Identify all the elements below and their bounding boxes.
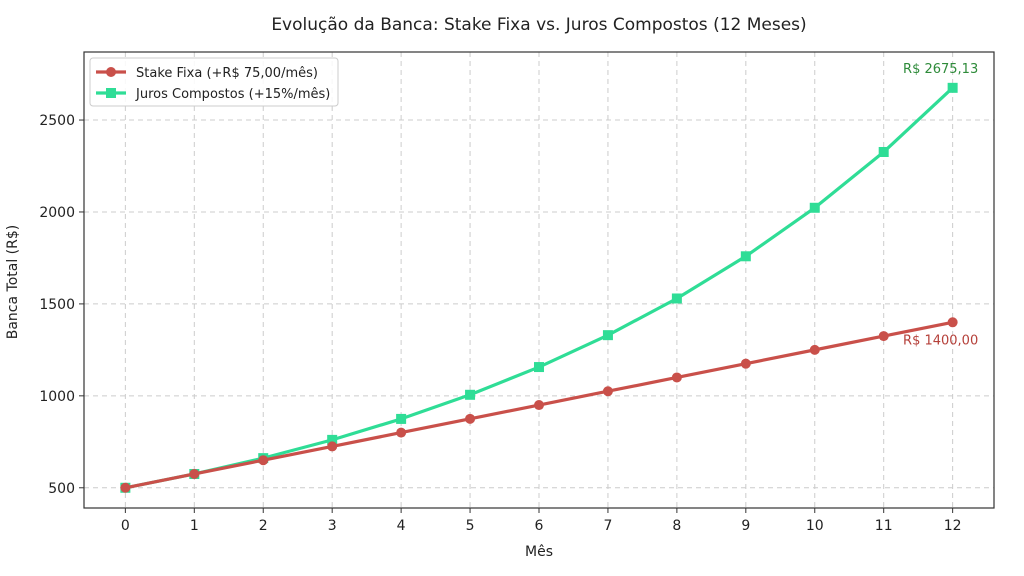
data-point	[809, 202, 820, 213]
x-tick-label: 2	[259, 518, 268, 534]
annotation-label: R$ 1400,00	[903, 333, 978, 348]
data-point	[602, 386, 613, 397]
data-point	[947, 82, 958, 93]
x-tick-label: 3	[328, 518, 337, 534]
x-tick-label: 1	[190, 518, 199, 534]
data-point	[396, 413, 407, 424]
x-axis-label: Mês	[525, 544, 553, 560]
data-point	[740, 358, 751, 369]
data-point	[602, 330, 613, 341]
x-tick-label: 7	[603, 518, 612, 534]
x-tick-label: 11	[875, 518, 893, 534]
annotation-label: R$ 2675,13	[903, 62, 978, 77]
data-point	[534, 362, 544, 373]
data-point	[465, 389, 476, 400]
data-point	[671, 372, 682, 383]
x-tick-label: 10	[806, 518, 824, 534]
data-point	[396, 427, 407, 438]
data-point	[878, 146, 889, 157]
y-tick-label: 1000	[39, 389, 75, 405]
data-point	[947, 317, 958, 328]
x-tick-label: 12	[944, 518, 962, 534]
x-tick-label: 9	[741, 518, 750, 534]
chart-title: Evolução da Banca: Stake Fixa vs. Juros …	[271, 15, 806, 35]
data-point	[258, 455, 269, 466]
legend-marker	[106, 67, 116, 77]
legend-box	[89, 57, 339, 107]
series-layer	[120, 82, 958, 493]
legend-marker	[106, 88, 116, 98]
grid	[84, 52, 994, 508]
x-tick-label: 0	[121, 518, 130, 534]
series-stake-fixa	[120, 317, 958, 493]
data-point	[809, 344, 820, 355]
data-point	[189, 468, 200, 479]
data-point	[671, 293, 682, 304]
x-tick-label: 4	[397, 518, 406, 534]
data-point	[740, 251, 751, 262]
y-tick-label: 1500	[39, 297, 75, 313]
y-tick-label: 500	[48, 481, 75, 497]
y-tick-label: 2000	[39, 205, 75, 221]
y-axis-label: Banca Total (R$)	[5, 225, 21, 340]
legend-label: Stake Fixa (+R$ 75,00/mês)	[136, 66, 318, 81]
data-point	[120, 482, 131, 493]
legend-label: Juros Compostos (+15%/mês)	[135, 87, 330, 102]
y-tick-label: 2500	[39, 113, 75, 129]
data-point	[534, 400, 544, 411]
legend: Stake Fixa (+R$ 75,00/mês) Juros Composto…	[89, 57, 339, 107]
annotations: R$ 2675,13 R$ 1400,00	[903, 62, 978, 348]
data-point	[327, 441, 338, 452]
data-point	[327, 434, 338, 445]
x-tick-label: 6	[535, 518, 544, 534]
x-tick-label: 5	[466, 518, 475, 534]
data-point	[878, 331, 889, 342]
data-point	[465, 413, 476, 424]
x-tick-label: 8	[672, 518, 681, 534]
